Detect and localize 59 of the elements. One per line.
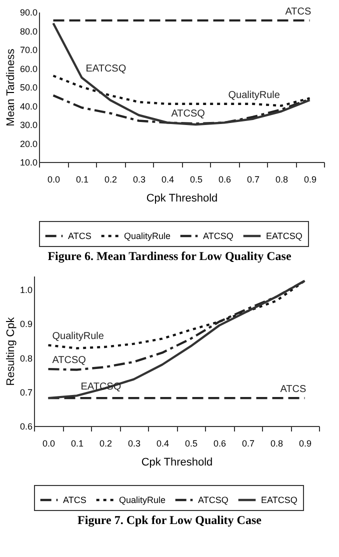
x-tick-label: 0.6 <box>213 438 226 448</box>
y-tick-label: 0.8 <box>20 353 32 364</box>
annotation: ATCSQ <box>171 108 206 120</box>
line-series <box>47 280 306 350</box>
y-tick-label: 0.7 <box>20 387 32 398</box>
x-tick-label: 0.1 <box>76 174 89 184</box>
y-tick-label: 0.9 <box>20 319 32 330</box>
x-tick-label: 0.5 <box>184 438 198 448</box>
x-axis-title: Cpk Threshold <box>141 456 213 468</box>
y-tick-label: 30.0 <box>20 120 38 130</box>
legend-label: ATCS <box>63 495 86 505</box>
x-tick-label: 0.3 <box>132 174 146 184</box>
legend-label: ATCS <box>68 231 92 241</box>
x-tick-label: 0.7 <box>242 438 255 448</box>
x-tick-label: 0.4 <box>161 174 174 184</box>
x-tick-label: 0.9 <box>304 174 317 184</box>
annotation: QualityRule <box>228 90 280 101</box>
x-tick-label: 0.8 <box>270 438 284 448</box>
legend-label: QualityRule <box>119 495 166 505</box>
x-tick-label: 0.0 <box>42 438 56 448</box>
x-tick-label: 0.8 <box>275 174 288 184</box>
annotation: ATCSQ <box>52 355 86 366</box>
x-axis-title: Cpk Threshold <box>146 192 218 204</box>
y-axis-title: Resulting Cpk <box>4 316 17 386</box>
y-tick-label: 10.0 <box>20 158 38 168</box>
y-tick-label: 80.0 <box>20 26 38 36</box>
x-tick-label: 0.9 <box>298 438 312 448</box>
line-series <box>47 280 306 400</box>
x-tick-label: 0.7 <box>246 174 260 184</box>
x-tick-label: 0.1 <box>70 438 84 448</box>
y-tick-label: 1.0 <box>20 285 32 296</box>
line-series <box>52 22 311 126</box>
legend-label: QualityRule <box>124 231 171 241</box>
legend-label: ATCSQ <box>198 495 228 505</box>
y-tick-label: 90.0 <box>20 8 38 18</box>
y-axis-title: Mean Tardiness <box>4 48 17 126</box>
y-tick-label: 70.0 <box>20 45 38 55</box>
text: Figure 7. Cpk for Low Quality Case <box>76 513 262 528</box>
text: Figure 6. Mean Tardiness for Low Quality Case <box>46 249 292 264</box>
annotation: ATCS <box>285 6 312 18</box>
y-tick-label: 0.6 <box>20 422 32 432</box>
x-tick-label: 0.3 <box>128 438 141 448</box>
y-tick-label: 40.0 <box>20 101 38 112</box>
y-tick-label: 60.0 <box>20 64 38 74</box>
x-tick-label: 0.6 <box>218 174 232 184</box>
annotation: QualityRule <box>52 331 104 342</box>
x-tick-label: 0.2 <box>104 174 118 184</box>
legend-label: ATCSQ <box>203 231 234 241</box>
y-tick-label: 50.0 <box>20 82 38 92</box>
legend-label: EATCSQ <box>266 231 302 241</box>
annotation: EATCSQ <box>86 64 126 75</box>
x-tick-label: 0.5 <box>190 174 203 184</box>
legend-label: EATCSQ <box>261 495 298 505</box>
x-tick-label: 0.4 <box>156 438 170 448</box>
line-series <box>52 74 311 107</box>
x-tick-label: 0.0 <box>47 174 60 184</box>
y-tick-label: 20.0 <box>20 138 38 149</box>
x-tick-label: 0.2 <box>99 438 112 448</box>
annotation: ATCS <box>280 384 307 396</box>
